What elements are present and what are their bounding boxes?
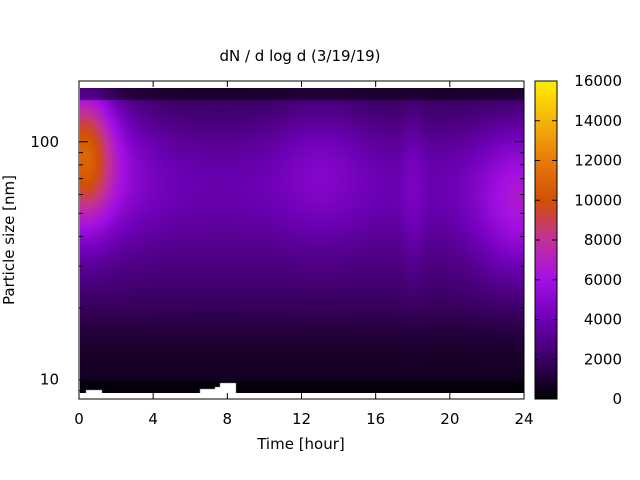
x-tick-label: 12	[292, 410, 311, 428]
heatmap-area	[80, 88, 524, 393]
x-tick-label: 20	[440, 410, 459, 428]
colorbar-tick-label: 10000	[574, 191, 622, 209]
colorbar-tick-label: 2000	[584, 350, 622, 368]
y-tick-label: 10	[40, 371, 59, 389]
colorbar: 0 2000 4000 6000 8000 10000 12000 14000 16000	[534, 72, 622, 408]
colorbar-ticks: 0 2000 4000 6000 8000 10000 12000 14000 16000	[535, 72, 622, 408]
y-axis: 10 100	[30, 133, 524, 392]
colorbar-tick-label: 12000	[574, 152, 622, 170]
colorbar-tick-label: 0	[612, 390, 622, 408]
x-tick-label: 4	[148, 410, 158, 428]
y-tick-label: 100	[30, 133, 59, 151]
colorbar-tick-label: 16000	[574, 72, 622, 90]
colorbar-tick-label: 6000	[584, 271, 622, 289]
x-axis-label: Time [hour]	[256, 435, 345, 453]
x-tick-label: 8	[223, 410, 233, 428]
x-tick-label: 16	[366, 410, 385, 428]
chart-title: dN / d log d (3/19/19)	[219, 47, 380, 65]
colorbar-tick-label: 4000	[584, 311, 622, 329]
x-axis: 0 4 8 12 16 20 24	[74, 81, 534, 428]
x-tick-label: 24	[514, 410, 533, 428]
colorbar-tick-label: 8000	[584, 231, 622, 249]
colorbar-tick-label: 14000	[574, 112, 622, 130]
heatmap-image	[80, 88, 524, 393]
y-axis-label: Particle size [nm]	[0, 175, 18, 305]
x-tick-label: 0	[74, 410, 84, 428]
